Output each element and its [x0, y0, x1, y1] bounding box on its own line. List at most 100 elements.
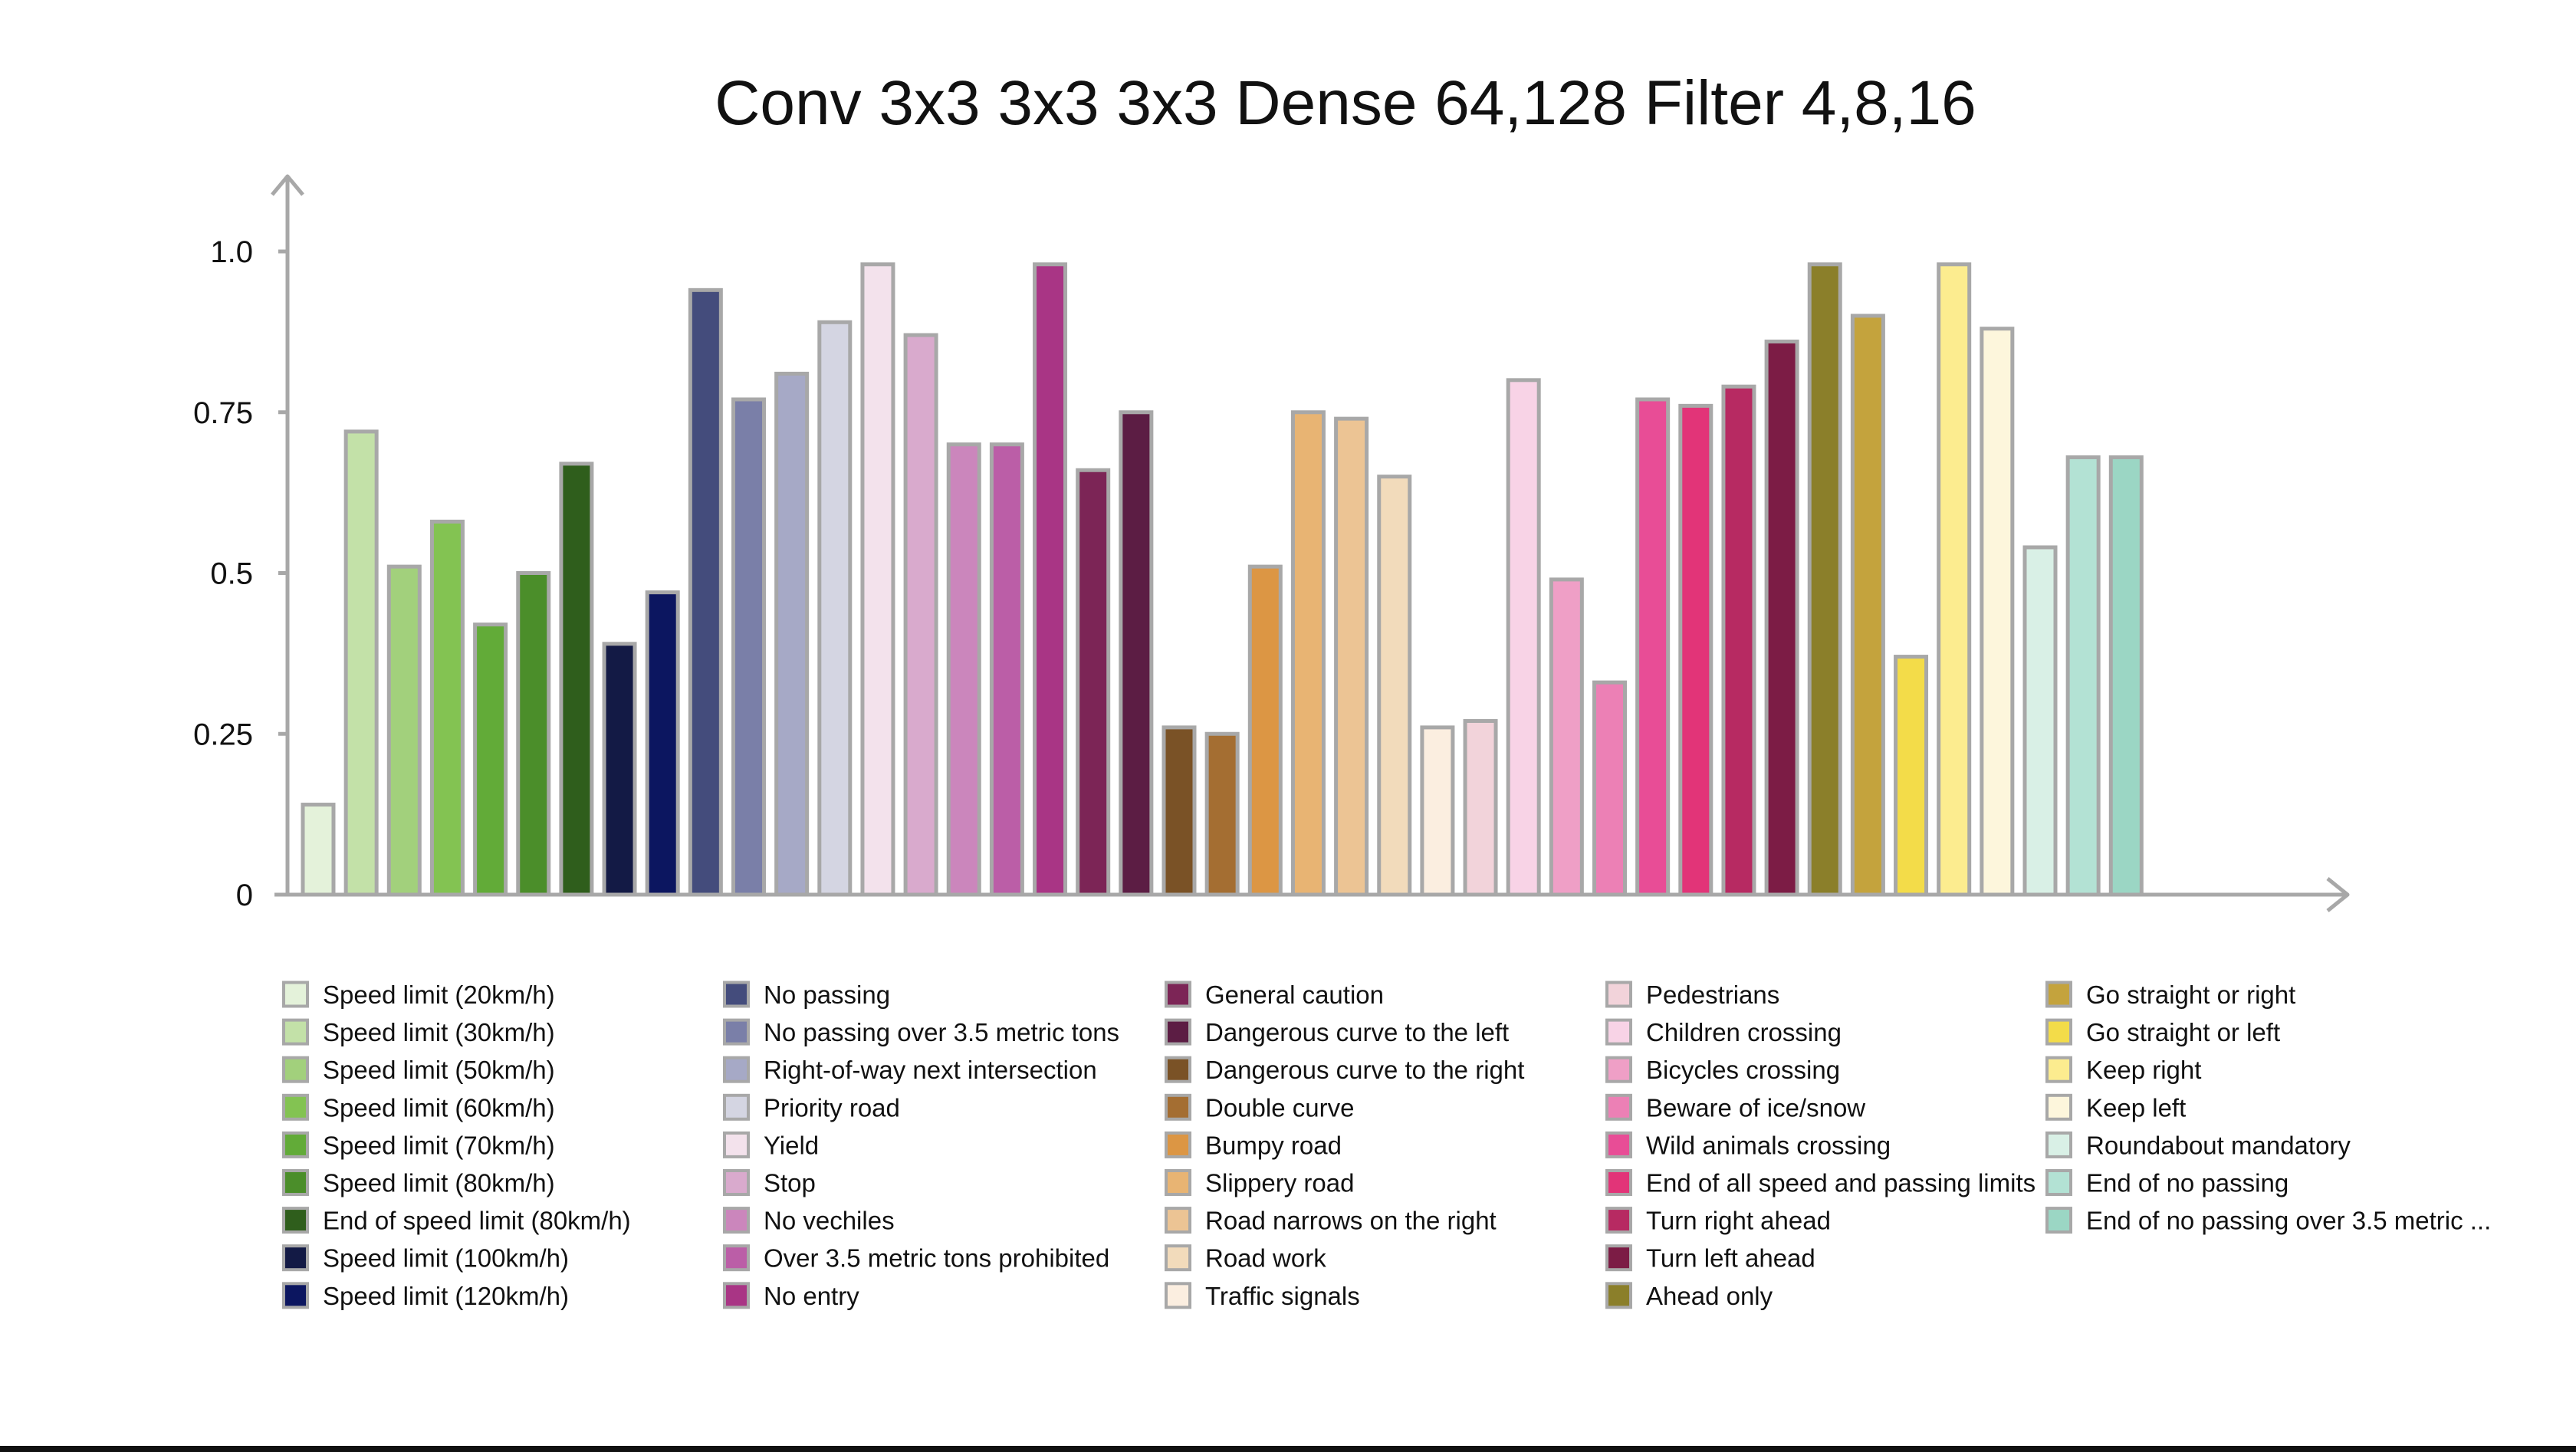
- legend-swatch: [1165, 1018, 1191, 1046]
- bar: Speed limit (30km/h): 0.72: [343, 429, 379, 897]
- legend-item: Turn right ahead: [1605, 1207, 1831, 1235]
- legend-label: No entry: [764, 1282, 859, 1310]
- legend-label: Pedestrians: [1646, 981, 1779, 1009]
- legend-label: Over 3.5 metric tons prohibited: [764, 1244, 1109, 1273]
- legend-swatch: [723, 981, 750, 1008]
- legend-item: Road narrows on the right: [1165, 1207, 1497, 1235]
- legend-item: Beware of ice/snow: [1605, 1093, 1865, 1122]
- legend-item: Wild animals crossing: [1605, 1131, 1891, 1159]
- legend-swatch: [282, 1244, 309, 1272]
- legend-swatch: [2045, 981, 2072, 1008]
- legend-label: Yield: [764, 1131, 819, 1159]
- legend-label: General caution: [1205, 981, 1384, 1009]
- legend-label: Turn left ahead: [1646, 1244, 1815, 1273]
- legend-item: No entry: [723, 1282, 859, 1310]
- legend-swatch: [1605, 1018, 1632, 1046]
- legend-swatch: [723, 1169, 750, 1196]
- legend-swatch: [1605, 1244, 1632, 1272]
- legend-label: Dangerous curve to the left: [1205, 1018, 1509, 1046]
- legend-swatch: [1605, 1056, 1632, 1083]
- legend-label: No vechiles: [764, 1207, 895, 1235]
- legend-item: Turn left ahead: [1605, 1244, 1815, 1273]
- bar: Wild animals crossing: 0.77: [1635, 397, 1671, 897]
- legend-swatch: [1165, 1093, 1191, 1121]
- legend-item: Priority road: [723, 1093, 900, 1122]
- y-tick-label: 0.75: [193, 396, 253, 430]
- bar: Go straight or left: 0.37: [1894, 655, 1929, 897]
- legend-label: No passing: [764, 981, 890, 1009]
- legend-swatch: [2045, 1018, 2072, 1046]
- legend-item: Double curve: [1165, 1093, 1354, 1122]
- bar: Priority road: 0.89: [817, 320, 853, 897]
- legend-swatch: [1165, 1207, 1191, 1234]
- legend-label: Road work: [1205, 1244, 1326, 1273]
- bar: Slippery road: 0.75: [1290, 410, 1326, 897]
- bar: Double curve: 0.25: [1204, 731, 1240, 897]
- legend-label: Ahead only: [1646, 1282, 1773, 1310]
- legend-label: Speed limit (80km/h): [323, 1169, 555, 1197]
- legend-label: Speed limit (50km/h): [323, 1056, 555, 1084]
- bar: No passing: 0.94: [688, 287, 723, 897]
- legend-swatch: [1605, 981, 1632, 1008]
- legend-item: Keep right: [2045, 1056, 2201, 1084]
- bar: Keep right: 0.98: [1937, 262, 1972, 897]
- legend-item: Dangerous curve to the right: [1165, 1056, 1524, 1084]
- bar: Beware of ice/snow: 0.33: [1592, 680, 1627, 897]
- legend-swatch: [723, 1207, 750, 1234]
- bar: Road narrows on the right: 0.74: [1334, 416, 1369, 897]
- bar: Right-of-way next intersection: 0.81: [774, 371, 810, 897]
- legend-swatch: [2045, 1093, 2072, 1121]
- legend-item: Yield: [723, 1131, 819, 1159]
- legend-item: General caution: [1165, 981, 1384, 1009]
- legend-label: Speed limit (60km/h): [323, 1093, 555, 1122]
- bottom-rule: [0, 1446, 2576, 1452]
- legend-label: End of all speed and passing limits: [1646, 1169, 2036, 1197]
- bar: Roundabout mandatory: 0.54: [2022, 545, 2058, 897]
- legend-item: Speed limit (80km/h): [282, 1169, 555, 1197]
- y-tick-labels: 0 0.25 0.5 0.75 1.0: [193, 235, 288, 912]
- legend-item: Pedestrians: [1605, 981, 1779, 1009]
- bar: Turn left ahead: 0.86: [1764, 339, 1799, 897]
- bar: Ahead only: 0.98: [1807, 262, 1842, 897]
- legend-item: End of all speed and passing limits: [1605, 1169, 2036, 1197]
- legend-item: Ahead only: [1605, 1282, 1773, 1310]
- bar: Speed limit (50km/h): 0.51: [386, 564, 422, 897]
- y-axis-arrow: [271, 174, 304, 196]
- bar: Yield: 0.98: [860, 262, 895, 897]
- legend-label: End of speed limit (80km/h): [323, 1207, 631, 1235]
- legend-item: Speed limit (100km/h): [282, 1244, 569, 1273]
- legend-swatch: [282, 1207, 309, 1234]
- legend-swatch: [1605, 1282, 1632, 1309]
- bar: Bumpy road: 0.51: [1247, 564, 1283, 897]
- bar: Bicycles crossing: 0.49: [1549, 577, 1584, 897]
- legend-swatch: [282, 1093, 309, 1121]
- bar: Go straight or right: 0.9: [1850, 314, 1885, 897]
- legend-label: Speed limit (70km/h): [323, 1131, 555, 1159]
- legend-item: Stop: [723, 1169, 816, 1197]
- legend-swatch: [723, 1131, 750, 1158]
- legend-label: Turn right ahead: [1646, 1207, 1831, 1235]
- legend-item: Speed limit (70km/h): [282, 1131, 555, 1159]
- legend-item: Roundabout mandatory: [2045, 1131, 2351, 1159]
- bars: Speed limit (20km/h): 0.14Speed limit (3…: [301, 262, 2144, 897]
- legend-swatch: [282, 981, 309, 1008]
- legend-item: Bumpy road: [1165, 1131, 1342, 1159]
- legend-item: No vechiles: [723, 1207, 895, 1235]
- legend-item: Speed limit (60km/h): [282, 1093, 555, 1122]
- legend-label: Priority road: [764, 1093, 900, 1122]
- legend-item: Right-of-way next intersection: [723, 1056, 1097, 1084]
- legend-swatch: [1165, 981, 1191, 1008]
- bar: Dangerous curve to the right: 0.26: [1162, 725, 1197, 897]
- bar: Pedestrians: 0.27: [1463, 718, 1498, 897]
- legend-label: Dangerous curve to the right: [1205, 1056, 1524, 1084]
- y-tick-label: 1.0: [210, 235, 253, 269]
- legend-label: Speed limit (100km/h): [323, 1244, 569, 1273]
- legend-label: End of no passing: [2086, 1169, 2288, 1197]
- bar: Dangerous curve to the left: 0.75: [1119, 410, 1154, 897]
- bar: Speed limit (120km/h): 0.47: [645, 590, 680, 897]
- legend-label: Beware of ice/snow: [1646, 1093, 1865, 1122]
- legend-swatch: [723, 1244, 750, 1272]
- legend-label: Traffic signals: [1205, 1282, 1360, 1310]
- legend-label: Bicycles crossing: [1646, 1056, 1840, 1084]
- legend-label: Speed limit (30km/h): [323, 1018, 555, 1046]
